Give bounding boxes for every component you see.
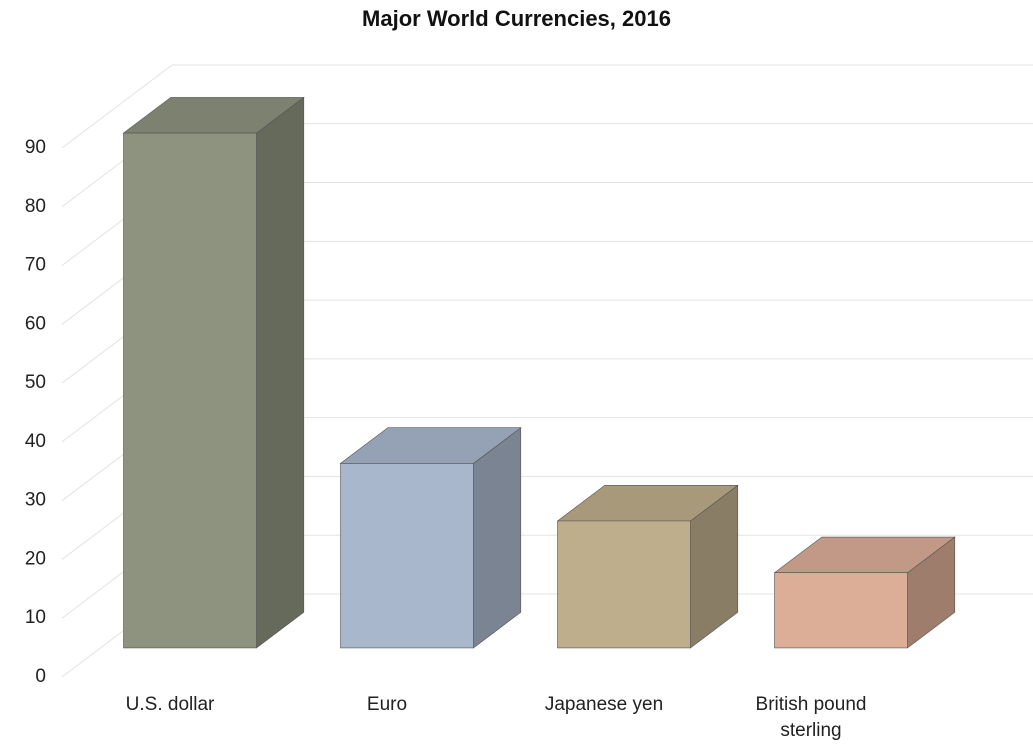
x-tick-label: Euro: [366, 694, 408, 715]
bar: [122, 96, 305, 649]
y-tick-label: 0: [35, 666, 46, 687]
y-tick-label: 50: [25, 372, 46, 393]
y-tick-label: 30: [25, 490, 46, 511]
x-tick-label: British pound sterling: [755, 694, 867, 741]
bar-side: [473, 427, 522, 649]
y-tick-label: 40: [25, 431, 46, 452]
x-tick-label: U.S. dollar: [125, 694, 215, 715]
y-tick-label: 20: [25, 548, 46, 569]
grid-line: [61, 64, 173, 149]
bar-front: [123, 132, 257, 649]
y-tick-label: 60: [25, 313, 46, 334]
bar-side: [256, 96, 305, 649]
y-tick-label: 90: [25, 137, 46, 158]
bar-front: [340, 463, 474, 649]
bar: [773, 536, 956, 649]
bar: [556, 484, 739, 649]
x-tick-label: Japanese yen: [544, 694, 664, 715]
bar-front: [557, 520, 691, 649]
bar-front: [774, 572, 908, 649]
y-tick-label: 80: [25, 196, 46, 217]
y-tick-label: 10: [25, 607, 46, 628]
bar: [339, 427, 522, 649]
y-tick-label: 70: [25, 255, 46, 276]
chart-title: Major World Currencies, 2016: [362, 6, 671, 31]
